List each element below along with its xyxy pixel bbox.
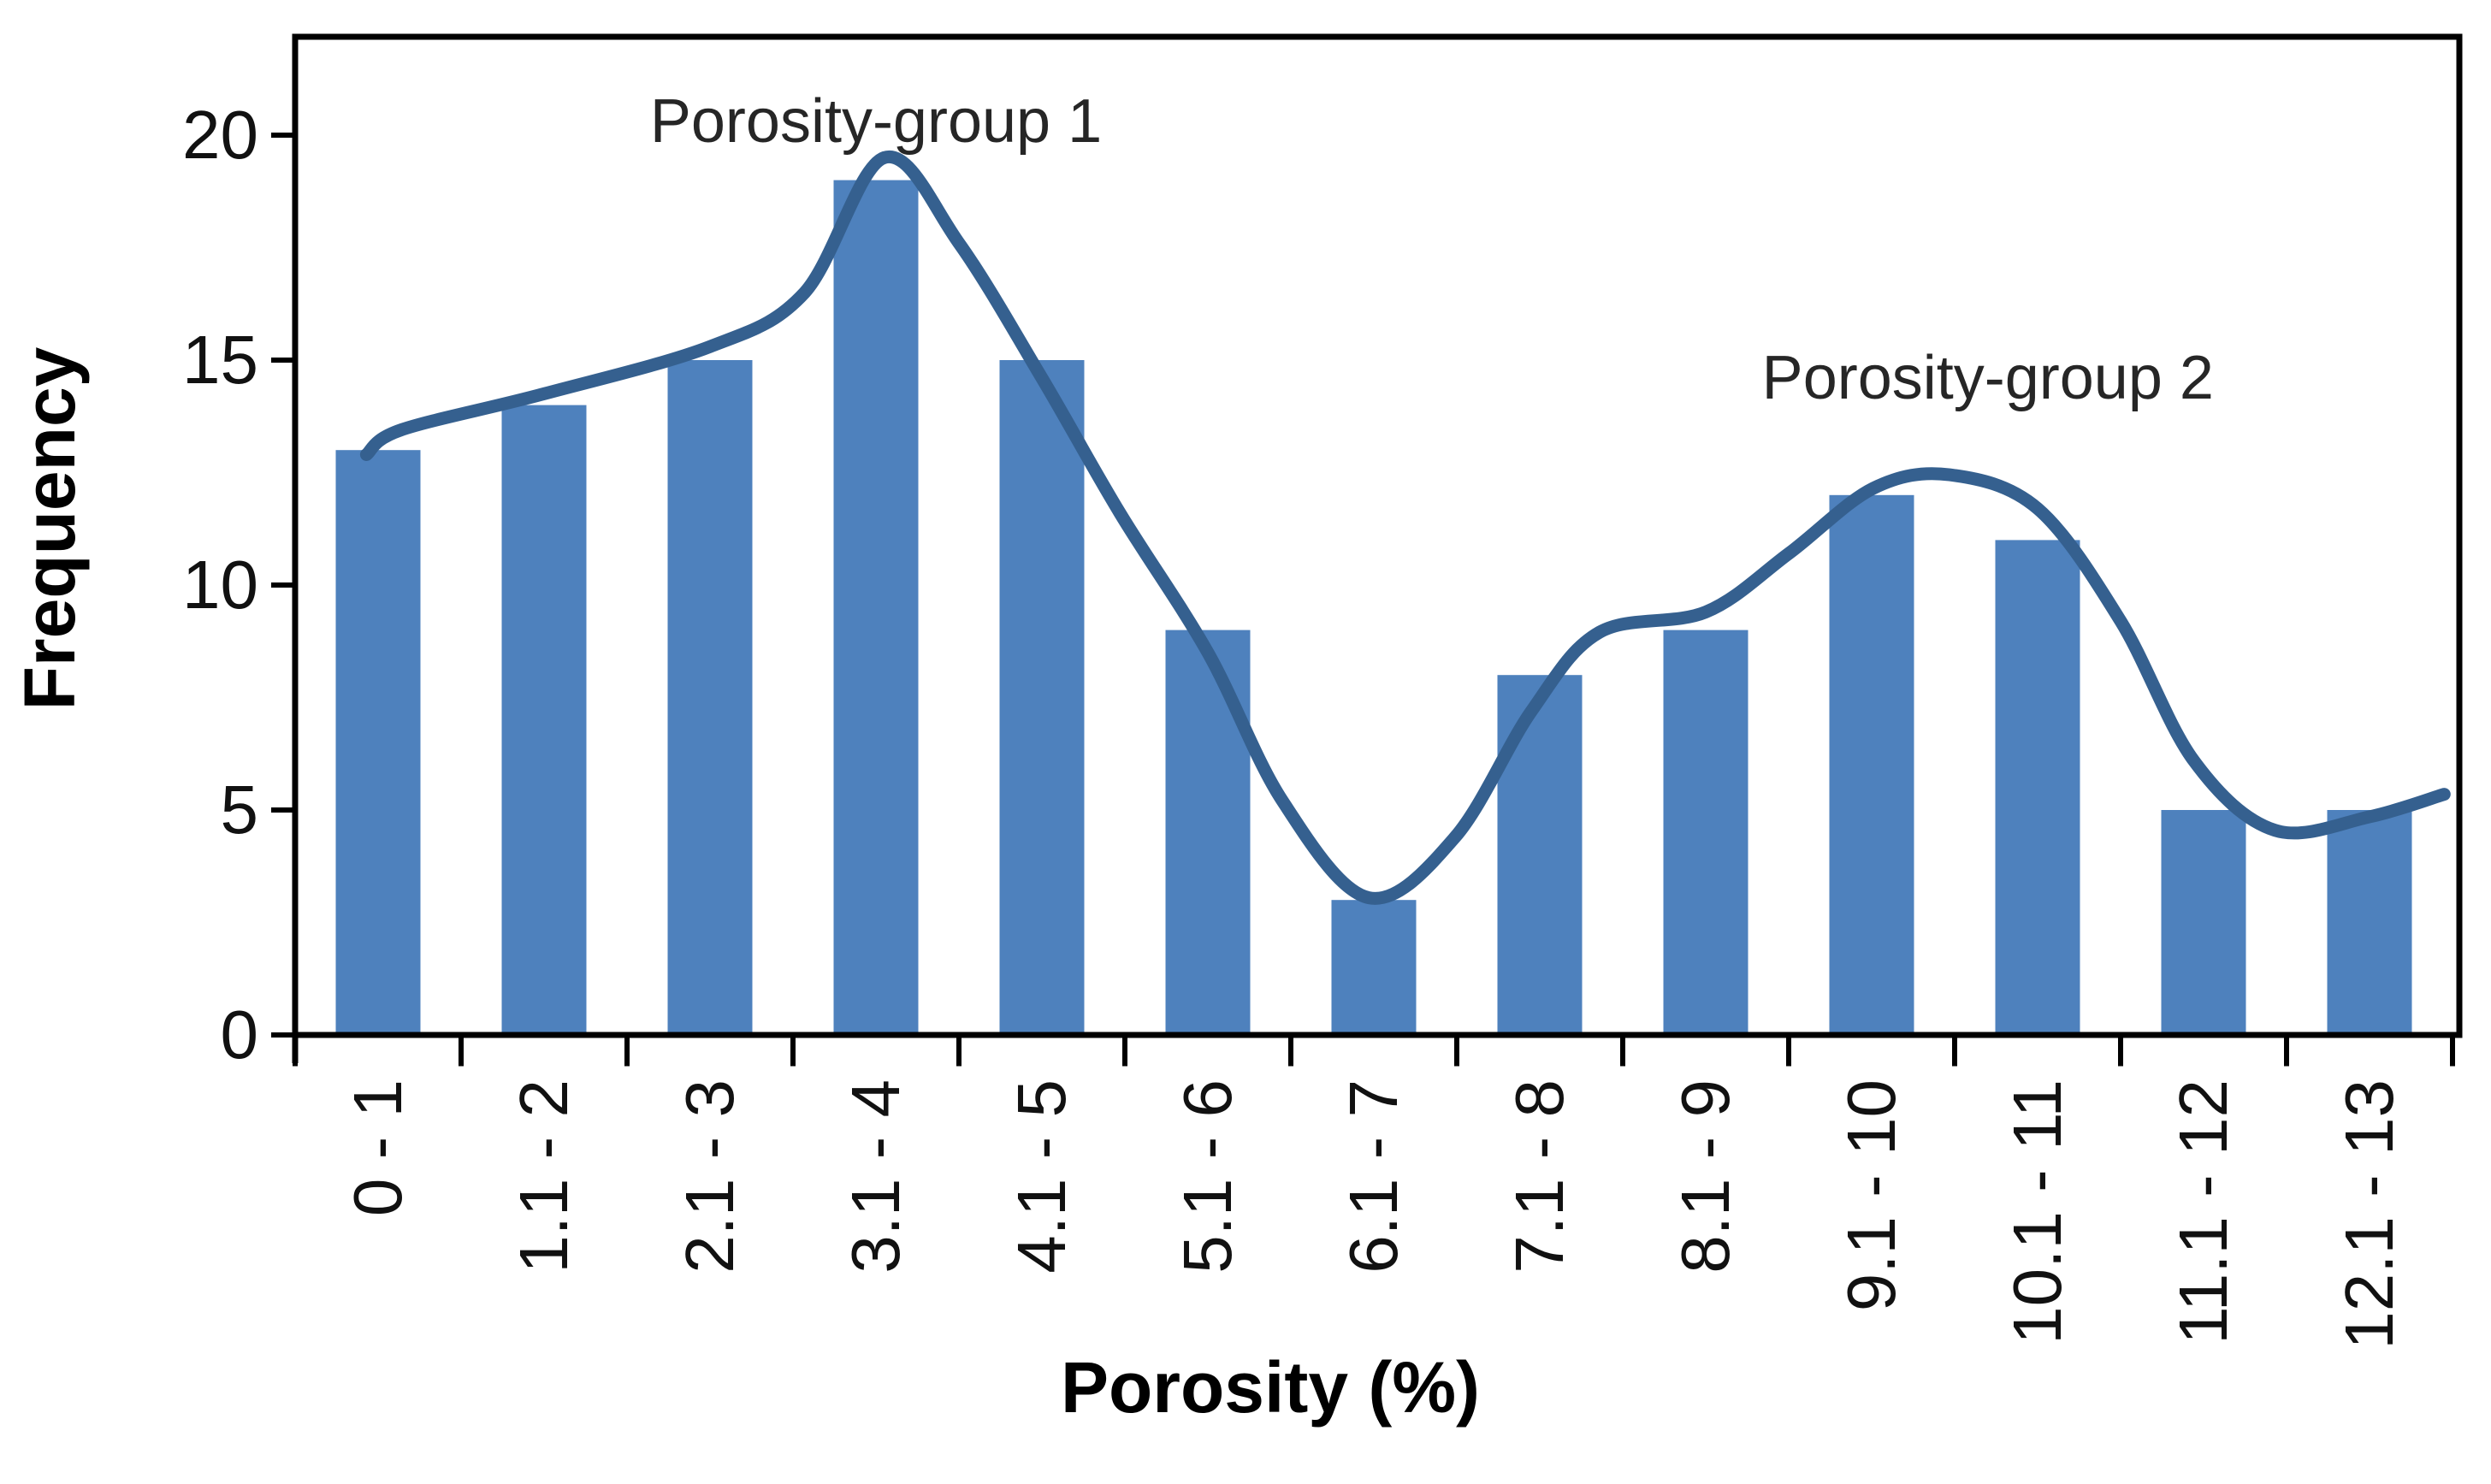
x-category-label-0 - 1: 0 - 1 [340,1079,416,1217]
x-category-label-2.1 - 3: 2.1 - 3 [672,1079,748,1274]
x-tick-6 [1288,1038,1293,1067]
x-tick-1 [459,1038,464,1067]
bar-0 - 1 [335,450,421,1035]
y-tick-10 [271,582,295,588]
y-tick-20 [271,133,295,138]
bar-9.1 - 10 [1829,494,1914,1035]
x-category-label-8.1 - 9: 8.1 - 9 [1667,1079,1743,1274]
y-tick-label-20: 20 [182,97,258,173]
x-tick-2 [624,1038,630,1067]
annotation-porosity-group-1: Porosity-group 1 [649,87,1103,157]
x-category-label-9.1 - 10: 9.1 - 10 [1833,1079,1909,1312]
bar-7.1 - 8 [1497,675,1583,1035]
x-tick-12 [2284,1038,2289,1067]
bar-11.1 - 12 [2161,810,2246,1035]
x-tick-7 [1454,1038,1459,1067]
x-tick-4 [956,1038,961,1067]
y-tick-label-0: 0 [220,996,259,1073]
x-tick-9 [1786,1038,1791,1067]
x-category-label-7.1 - 8: 7.1 - 8 [1501,1079,1577,1274]
bar-5.1 - 6 [1165,630,1251,1035]
bar-6.1 - 7 [1331,900,1417,1035]
y-tick-label-15: 15 [182,322,258,398]
x-tick-10 [1952,1038,1957,1067]
x-category-label-1.1 - 2: 1.1 - 2 [506,1079,582,1274]
bar-2.1 - 3 [667,360,753,1035]
x-tick-5 [1122,1038,1127,1067]
bar-4.1 - 5 [999,360,1085,1035]
bar-8.1 - 9 [1663,630,1748,1035]
x-category-label-12.1 - 13: 12.1 - 13 [2331,1079,2407,1350]
x-tick-8 [1620,1038,1625,1067]
bar-3.1 - 4 [833,180,919,1036]
x-category-label-3.1 - 4: 3.1 - 4 [837,1079,914,1274]
frequency-distribution-curve [359,150,2451,905]
x-tick-3 [790,1038,796,1067]
y-axis-title: Frequency [9,346,90,711]
y-tick-15 [271,358,295,363]
x-category-label-10.1 - 11: 10.1 - 11 [1999,1079,2075,1345]
y-tick-label-5: 5 [220,772,259,848]
bar-12.1 - 13 [2327,810,2412,1035]
x-tick-0 [293,1038,298,1067]
y-tick-5 [271,807,295,813]
plot-border-right [2456,33,2463,1038]
bar-1.1 - 2 [501,405,587,1036]
y-axis-line [292,37,299,1063]
x-axis-line [292,1032,2463,1038]
x-tick-13 [2450,1038,2455,1067]
bar-10.1 - 11 [1995,540,2080,1035]
plot-border-top [292,33,2463,40]
x-tick-11 [2118,1038,2123,1067]
y-tick-label-10: 10 [182,547,258,623]
y-tick-0 [271,1032,295,1038]
annotation-porosity-group-2: Porosity-group 2 [1761,344,2214,413]
x-axis-title: Porosity (%) [1060,1347,1481,1428]
x-category-label-11.1 - 12: 11.1 - 12 [2165,1079,2241,1345]
